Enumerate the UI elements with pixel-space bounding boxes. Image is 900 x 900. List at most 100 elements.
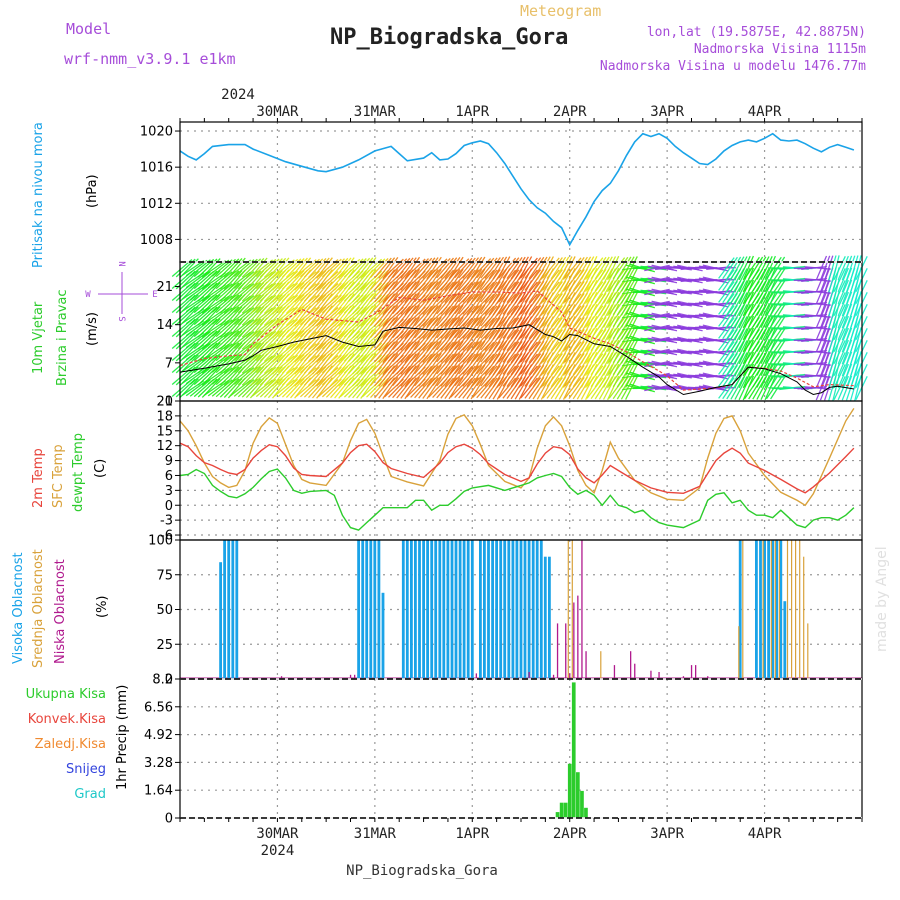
wind-barb [718, 365, 735, 387]
cloud-mid-bar [795, 540, 797, 679]
wind-barb [470, 364, 486, 388]
wind-barb [546, 281, 563, 303]
wind-barb [738, 363, 751, 389]
wind-barb [400, 365, 417, 387]
wind-barb [833, 364, 846, 388]
wind-barb [263, 330, 283, 350]
wind-barb [207, 355, 230, 373]
wind-barb [245, 293, 265, 315]
wind-barb [454, 365, 473, 387]
wind-barb [841, 255, 853, 281]
wind-barb [432, 365, 451, 387]
cloud-high-bar [219, 562, 222, 679]
wind-barb [458, 305, 476, 327]
compass-s: S [116, 316, 126, 321]
wind-barb [586, 353, 604, 375]
x-tick-label-bottom: 2APR [553, 826, 587, 842]
wind-barb [360, 365, 377, 387]
cloud-high-bar [775, 540, 779, 679]
wind-barb [546, 329, 563, 351]
wind-barb [185, 343, 208, 361]
wind-barb [241, 294, 262, 314]
x-tick-label-bottom: 4APR [748, 826, 782, 842]
wind-barb [426, 328, 442, 352]
wind-barb [462, 317, 480, 339]
wind-barb [484, 317, 501, 339]
wind-barb [197, 366, 218, 386]
wind-barb [709, 339, 736, 341]
wind-barb [484, 377, 501, 399]
pressure-frame [179, 121, 863, 263]
wind-barb [542, 293, 560, 315]
wind-barb [833, 292, 846, 316]
wind-barb [498, 365, 517, 387]
wind-barb [607, 267, 620, 293]
wind-barb [502, 341, 520, 363]
wind-barb [462, 305, 480, 327]
wind-barb [744, 256, 760, 280]
wind-barb [480, 377, 498, 399]
wind-barb [542, 329, 560, 351]
wind-barb [542, 353, 560, 375]
sfc-temp-line [179, 408, 855, 507]
wind-barb [400, 293, 417, 315]
wind-barb [837, 279, 849, 305]
wind-barb [404, 352, 421, 376]
wind-barb [612, 256, 629, 280]
wind-barb [734, 340, 748, 364]
wind-barb [285, 270, 305, 290]
cloud-mid-bar [738, 626, 740, 679]
wind-barb [273, 379, 295, 397]
x-tick-label-bottom: 3APR [650, 826, 684, 842]
wind-barb [382, 329, 399, 351]
wind-barb [608, 377, 626, 399]
wind-barb [245, 305, 265, 327]
wind-barb [382, 353, 399, 375]
wind-barb [219, 330, 240, 350]
wind-barb [718, 377, 735, 399]
wind-barb [241, 378, 262, 398]
wind-barb [542, 377, 560, 399]
wind-barb [233, 331, 255, 349]
wind-barb [189, 343, 211, 361]
wind-barb [480, 365, 498, 387]
wind-barb [189, 295, 211, 313]
wind-barb [317, 379, 339, 397]
wind-barb [833, 328, 846, 352]
wind-barb [255, 282, 277, 302]
cloud-tick-label: 25 [156, 638, 173, 653]
wind-barb [730, 352, 745, 376]
wind-barb [295, 367, 317, 385]
wind-barb [422, 341, 439, 363]
wind-panel [171, 255, 868, 401]
wind-barb [492, 256, 508, 280]
wind-barb [608, 341, 626, 363]
cloud-high-bar [479, 540, 482, 679]
temp-2m-line [179, 442, 855, 495]
wind-barb [454, 341, 473, 363]
cloud-high-bar [466, 540, 470, 679]
wind-barb [752, 316, 767, 340]
wind-barb [330, 377, 349, 399]
wind-barb [348, 294, 367, 314]
wind-barb [620, 256, 635, 280]
wind-barb [255, 306, 277, 326]
wind-barb [392, 377, 411, 399]
wind-barb [718, 269, 735, 291]
wind-barb [251, 379, 274, 397]
wind-barb [207, 295, 230, 313]
wind-barb [466, 328, 483, 352]
cloud-low-bar [613, 665, 616, 679]
wind-barb [360, 353, 377, 375]
wind-barb [620, 376, 635, 400]
temp-label-3: dewpt Temp [71, 433, 86, 512]
wind-barb [738, 303, 751, 329]
wind-barb [273, 307, 295, 325]
wind-barb [598, 268, 613, 292]
x-tick-label-top: 1APR [455, 104, 489, 120]
wind-barb [598, 280, 613, 304]
cloud-high-bar [495, 540, 498, 679]
wind-barb [502, 281, 520, 303]
wind-barb [742, 267, 754, 293]
wind-barb [815, 327, 828, 353]
